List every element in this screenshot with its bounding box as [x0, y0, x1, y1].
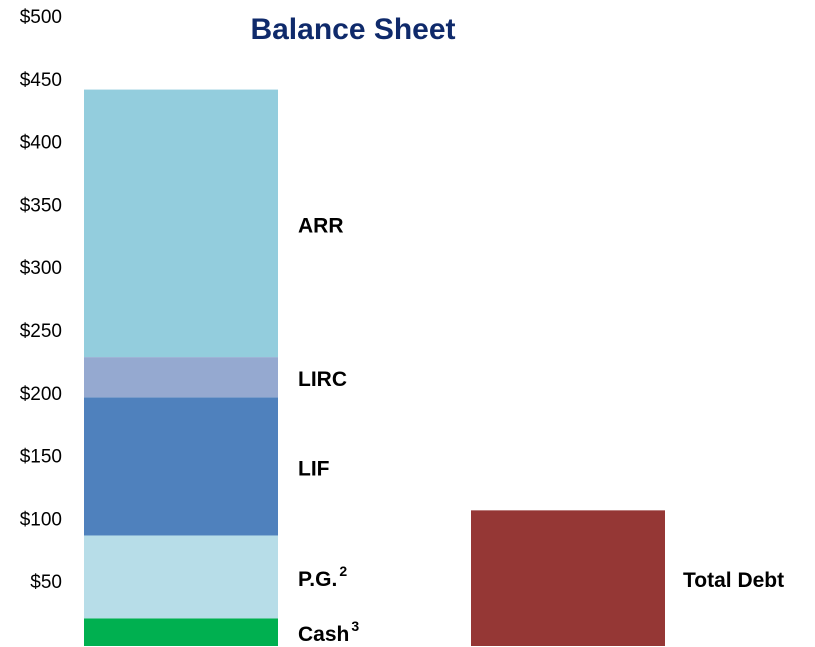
y-tick-label: $300: [20, 258, 62, 279]
segment-name: Cash: [298, 623, 349, 646]
y-tick-label: $450: [20, 70, 62, 91]
segment-label: ARR: [298, 214, 344, 237]
segment-name: LIRC: [298, 368, 347, 391]
bar-segment: [84, 535, 278, 619]
segment-label: Total Debt: [683, 569, 784, 592]
y-tick-label: $150: [20, 447, 62, 468]
bar-segment: [84, 397, 278, 536]
segment-name: LIF: [298, 457, 330, 480]
chart-title: Balance Sheet: [250, 13, 455, 46]
y-tick-label: $400: [20, 133, 62, 154]
segment-label: LIF: [298, 457, 330, 480]
segment-name: Total Debt: [683, 569, 784, 592]
y-tick-label: $250: [20, 321, 62, 342]
bar-segment: [84, 89, 278, 358]
y-tick-label: $100: [20, 509, 62, 530]
footnote-mark: 2: [339, 563, 347, 579]
bar-segment: [471, 510, 665, 646]
y-tick-label: $200: [20, 384, 62, 405]
y-tick-label: $500: [20, 7, 62, 28]
segment-label: Cash 3: [298, 618, 359, 646]
segment-name: ARR: [298, 214, 344, 237]
bar-segment: [84, 618, 278, 646]
segment-name: P.G.: [298, 567, 337, 590]
y-tick-label: $350: [20, 195, 62, 216]
y-tick-label: $50: [30, 572, 62, 593]
segment-label: LIRC: [298, 368, 347, 391]
segment-label: P.G. 2: [298, 563, 347, 591]
bar-segment: [84, 357, 278, 398]
footnote-mark: 3: [351, 618, 359, 634]
